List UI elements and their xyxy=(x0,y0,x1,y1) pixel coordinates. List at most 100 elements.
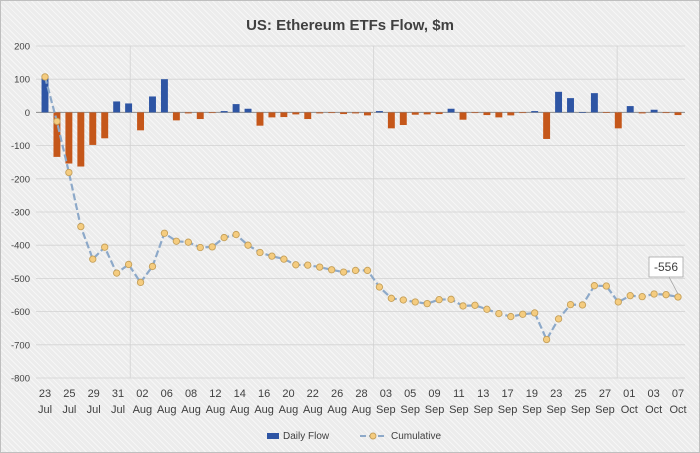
cumulative-point xyxy=(160,229,169,237)
cumulative-point xyxy=(172,237,181,245)
x-tick-day: 25 xyxy=(574,388,586,400)
x-tick-day: 11 xyxy=(453,388,464,400)
daily-flow-bar xyxy=(399,112,407,126)
daily-flow-bar xyxy=(316,112,324,114)
daily-flow-bar xyxy=(423,112,431,115)
x-tick-day: 07 xyxy=(672,388,684,400)
x-tick-month: Sep xyxy=(498,404,518,416)
y-tick-label: -800 xyxy=(11,374,30,385)
daily-flow-bar xyxy=(638,112,646,114)
cumulative-point xyxy=(220,233,228,242)
daily-flow-bar xyxy=(387,112,395,129)
x-tick-day: 23 xyxy=(39,388,51,400)
y-tick-label: -400 xyxy=(11,241,30,252)
cumulative-point xyxy=(459,302,467,310)
x-tick-day: 02 xyxy=(136,388,148,400)
x-tick-month: Jul xyxy=(38,404,52,416)
daily-flow-bar xyxy=(555,91,563,113)
x-tick-month: Aug xyxy=(230,404,250,416)
x-tick-month: Sep xyxy=(595,404,615,416)
daily-flow-bar xyxy=(435,112,443,115)
daily-flow-bar xyxy=(531,111,539,113)
cumulative-point xyxy=(53,117,61,126)
cumulative-point xyxy=(339,268,348,276)
daily-flow-bar xyxy=(650,109,658,113)
y-tick-label: -600 xyxy=(11,307,30,318)
daily-flow-bar xyxy=(65,112,73,164)
legend-cumulative-marker xyxy=(369,432,377,440)
daily-flow-bar xyxy=(507,112,515,116)
annotation-label: -556 xyxy=(654,260,678,274)
x-tick-month: Jul xyxy=(87,404,101,416)
y-tick-label: -100 xyxy=(11,141,30,152)
legend-cumulative-label: Cumulative xyxy=(391,431,441,442)
x-tick-day: 22 xyxy=(307,388,319,400)
daily-flow-bar xyxy=(304,112,312,120)
cumulative-point xyxy=(101,243,109,251)
daily-flow-bar xyxy=(590,93,598,113)
daily-flow-bar xyxy=(280,112,288,118)
daily-flow-bar xyxy=(41,76,49,113)
daily-flow-bar xyxy=(232,104,240,113)
x-tick-day: 27 xyxy=(599,388,611,400)
x-tick-month: Sep xyxy=(376,404,396,416)
annotation-leader xyxy=(668,276,679,295)
y-tick-label: -700 xyxy=(11,340,30,351)
cumulative-point xyxy=(196,243,204,252)
daily-flow-bar xyxy=(602,112,610,113)
x-tick-month: Oct xyxy=(669,404,686,416)
cumulative-point xyxy=(256,248,264,257)
daily-flow-bar xyxy=(614,112,622,129)
legend-daily-flow-swatch xyxy=(267,433,279,439)
x-tick-day: 03 xyxy=(648,388,660,400)
daily-flow-bar xyxy=(137,112,145,131)
x-tick-month: Jul xyxy=(62,404,76,416)
cumulative-point xyxy=(232,230,240,239)
x-tick-month: Sep xyxy=(546,404,566,416)
x-tick-month: Sep xyxy=(522,404,542,416)
y-tick-label: -500 xyxy=(11,274,30,285)
x-tick-day: 31 xyxy=(112,388,124,400)
daily-flow-bar xyxy=(626,106,634,113)
cumulative-point xyxy=(614,298,622,306)
x-tick-day: 01 xyxy=(623,388,635,400)
x-tick-day: 05 xyxy=(404,388,416,400)
y-tick-label: -200 xyxy=(11,174,30,185)
x-tick-day: 17 xyxy=(501,388,513,400)
cumulative-point xyxy=(435,295,443,304)
cumulative-point xyxy=(292,261,300,269)
y-tick-label: 100 xyxy=(14,75,30,86)
x-tick-day: 14 xyxy=(234,388,246,400)
x-tick-month: Aug xyxy=(206,404,226,416)
cumulative-point xyxy=(244,241,252,249)
daily-flow-bar xyxy=(375,111,383,113)
cumulative-point xyxy=(363,266,372,275)
daily-flow-bar xyxy=(53,112,61,157)
cumulative-point xyxy=(638,293,646,301)
daily-flow-bar xyxy=(662,112,670,114)
daily-flow-bar xyxy=(471,112,479,114)
x-tick-day: 13 xyxy=(477,388,489,400)
cumulative-point xyxy=(208,243,216,251)
daily-flow-bar xyxy=(495,112,503,118)
cumulative-point xyxy=(77,222,85,231)
x-tick-day: 25 xyxy=(63,388,75,400)
cumulative-point xyxy=(662,291,670,299)
daily-flow-bar xyxy=(364,112,371,116)
x-tick-day: 03 xyxy=(380,388,392,400)
x-tick-month: Aug xyxy=(181,404,201,416)
x-tick-day: 06 xyxy=(161,388,173,400)
cumulative-point xyxy=(423,299,431,308)
cumulative-point xyxy=(554,315,563,323)
cumulative-point xyxy=(519,310,527,318)
daily-flow-bar xyxy=(113,101,121,113)
daily-flow-bar xyxy=(483,112,491,116)
x-tick-month: Sep xyxy=(473,404,493,416)
daily-flow-bar xyxy=(244,108,252,113)
daily-flow-bar xyxy=(89,112,97,145)
x-tick-day: 19 xyxy=(526,388,538,400)
x-tick-month: Jul xyxy=(111,404,125,416)
cumulative-point xyxy=(399,296,407,304)
